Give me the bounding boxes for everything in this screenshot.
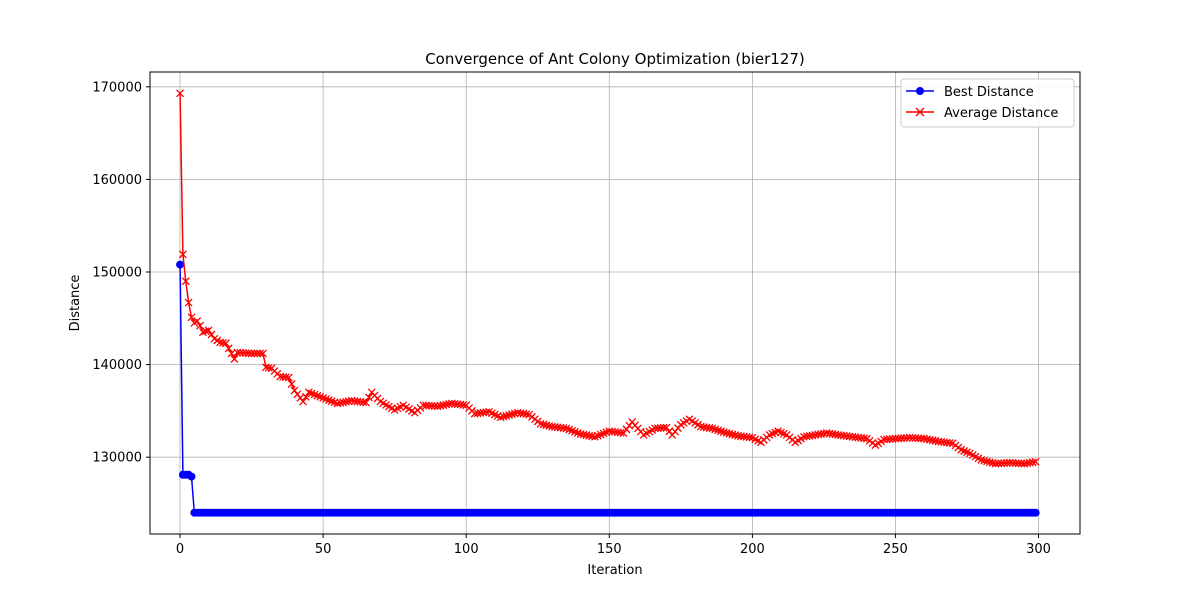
average-distance-point bbox=[728, 430, 737, 439]
x-tick-label: 0 bbox=[176, 542, 184, 557]
average-distance-point bbox=[536, 419, 545, 428]
average-distance-point bbox=[496, 413, 505, 422]
y-tick-label: 160000 bbox=[92, 173, 142, 188]
average-distance-point bbox=[459, 400, 468, 409]
legend-best-label: Best Distance bbox=[944, 85, 1034, 100]
average-distance-point bbox=[985, 458, 994, 467]
average-distance-point bbox=[301, 393, 310, 401]
average-distance-point bbox=[539, 420, 548, 429]
average-distance-point bbox=[221, 339, 230, 348]
chart-title: Convergence of Ant Colony Optimization (… bbox=[425, 50, 805, 68]
x-tick-label: 200 bbox=[740, 542, 765, 557]
x-tick-label: 100 bbox=[454, 542, 479, 557]
average-distance-point bbox=[359, 398, 368, 407]
x-axis-label: Iteration bbox=[587, 563, 642, 578]
average-distance-point bbox=[1003, 458, 1011, 467]
best-distance-point bbox=[1031, 508, 1040, 517]
average-distance-point bbox=[253, 349, 262, 358]
x-tick-label: 250 bbox=[883, 542, 908, 557]
legend-best-marker bbox=[916, 87, 924, 95]
average-distance-point bbox=[725, 429, 734, 438]
average-distance-point bbox=[224, 344, 233, 353]
average-distance-point bbox=[178, 250, 187, 259]
y-axis-label: Distance bbox=[68, 275, 83, 332]
average-distance-point bbox=[719, 428, 728, 437]
average-distance-point bbox=[705, 424, 714, 432]
best-distance-point bbox=[187, 472, 196, 481]
x-tick-label: 150 bbox=[597, 542, 622, 557]
average-distance-point bbox=[250, 349, 259, 358]
average-distance-point bbox=[522, 410, 531, 419]
average-distance-point bbox=[542, 421, 551, 430]
best-distance-series bbox=[176, 260, 1040, 517]
average-distance-point bbox=[362, 398, 371, 407]
legend-box bbox=[900, 78, 1075, 128]
average-distance-point bbox=[256, 349, 265, 358]
average-distance-point bbox=[980, 456, 989, 465]
average-distance-point bbox=[207, 330, 216, 339]
average-distance-point bbox=[722, 428, 731, 437]
average-distance-point bbox=[745, 433, 754, 442]
average-distance-point bbox=[1028, 458, 1037, 467]
y-tick-label: 170000 bbox=[92, 80, 142, 95]
average-distance-point bbox=[659, 423, 668, 432]
axes-frame bbox=[149, 71, 1081, 535]
average-distance-point bbox=[902, 433, 911, 442]
y-tick-label: 140000 bbox=[92, 358, 142, 373]
average-distance-point bbox=[1031, 457, 1040, 466]
x-tick-label: 50 bbox=[315, 542, 332, 557]
average-distance-point bbox=[281, 373, 290, 382]
average-distance-point bbox=[502, 411, 511, 420]
legend: Best Distance Average Distance bbox=[900, 78, 1075, 128]
average-distance-point bbox=[983, 457, 991, 466]
series-layer bbox=[176, 89, 1040, 517]
x-tick-label: 300 bbox=[1026, 542, 1051, 557]
axis-ticks: 0 50 100 150 200 250 300 130000 140000 150000 1600… bbox=[92, 80, 1051, 557]
average-distance-point bbox=[364, 393, 373, 402]
average-distance-point bbox=[181, 277, 190, 286]
average-distance-point bbox=[559, 424, 568, 433]
average-distance-point bbox=[204, 326, 213, 335]
y-tick-label: 130000 bbox=[92, 451, 142, 466]
average-distance-point bbox=[284, 373, 293, 382]
average-distance-point bbox=[264, 363, 273, 372]
average-distance-point bbox=[977, 455, 986, 464]
average-distance-point bbox=[259, 349, 267, 358]
average-distance-point bbox=[193, 317, 202, 326]
legend-average-marker bbox=[915, 107, 925, 117]
average-distance-point bbox=[230, 355, 239, 363]
average-distance-point bbox=[247, 349, 256, 358]
average-distance-point bbox=[184, 298, 193, 307]
average-distance-point bbox=[176, 89, 185, 98]
average-distance-point bbox=[299, 397, 308, 406]
grid-lines bbox=[150, 72, 1080, 534]
best-distance-point bbox=[176, 260, 185, 269]
average-distance-point bbox=[287, 380, 296, 388]
average-distance-point bbox=[616, 428, 625, 437]
average-distance-point bbox=[187, 313, 196, 322]
average-distance-point bbox=[819, 429, 828, 438]
average-distance-point bbox=[499, 412, 508, 421]
average-distance-point bbox=[505, 411, 514, 419]
average-distance-point bbox=[945, 438, 954, 447]
average-distance-series bbox=[176, 89, 1040, 468]
average-distance-point bbox=[508, 410, 516, 419]
y-tick-label: 150000 bbox=[92, 266, 142, 281]
legend-average-label: Average Distance bbox=[944, 106, 1058, 121]
average-distance-point bbox=[859, 434, 868, 443]
